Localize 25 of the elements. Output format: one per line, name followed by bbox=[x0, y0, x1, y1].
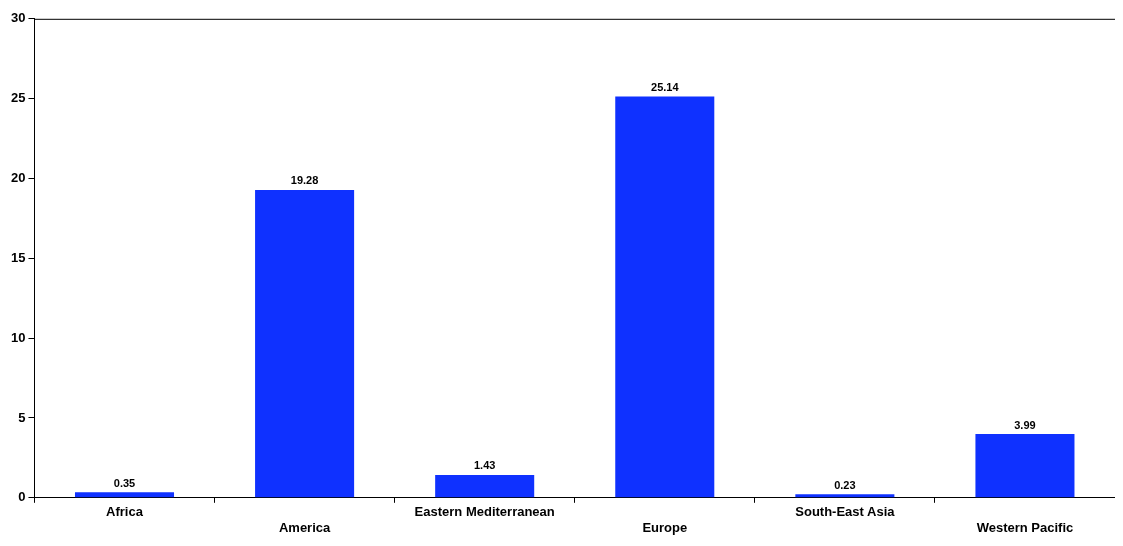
data-label: 19.28 bbox=[290, 174, 319, 187]
bar bbox=[975, 434, 1075, 498]
y-tick-label: 0 bbox=[18, 489, 26, 505]
bar bbox=[615, 96, 715, 498]
bar bbox=[255, 189, 355, 498]
data-label: 0.23 bbox=[834, 478, 856, 491]
bar bbox=[435, 474, 535, 498]
y-tick-label: 5 bbox=[18, 409, 26, 425]
data-label: 0.35 bbox=[113, 476, 136, 489]
data-label: 25.14 bbox=[651, 80, 680, 93]
y-tick-label: 25 bbox=[10, 90, 26, 106]
y-tick-label: 20 bbox=[10, 170, 26, 186]
x-tick-label: Eastern Mediterranean bbox=[414, 504, 555, 520]
y-tick-label: 10 bbox=[10, 329, 26, 345]
x-tick-label: Europe bbox=[642, 519, 688, 535]
x-tick-label: South-East Asia bbox=[795, 504, 896, 520]
y-tick-label: 15 bbox=[10, 249, 26, 265]
y-tick-label: 30 bbox=[10, 10, 26, 26]
x-tick-label: Western Pacific bbox=[976, 519, 1074, 535]
bar bbox=[795, 494, 895, 498]
data-label: 1.43 bbox=[473, 459, 496, 472]
bar bbox=[74, 492, 175, 498]
data-label: 3.99 bbox=[1014, 418, 1036, 431]
x-tick-label: Africa bbox=[106, 504, 144, 520]
x-tick-label: America bbox=[278, 519, 332, 535]
